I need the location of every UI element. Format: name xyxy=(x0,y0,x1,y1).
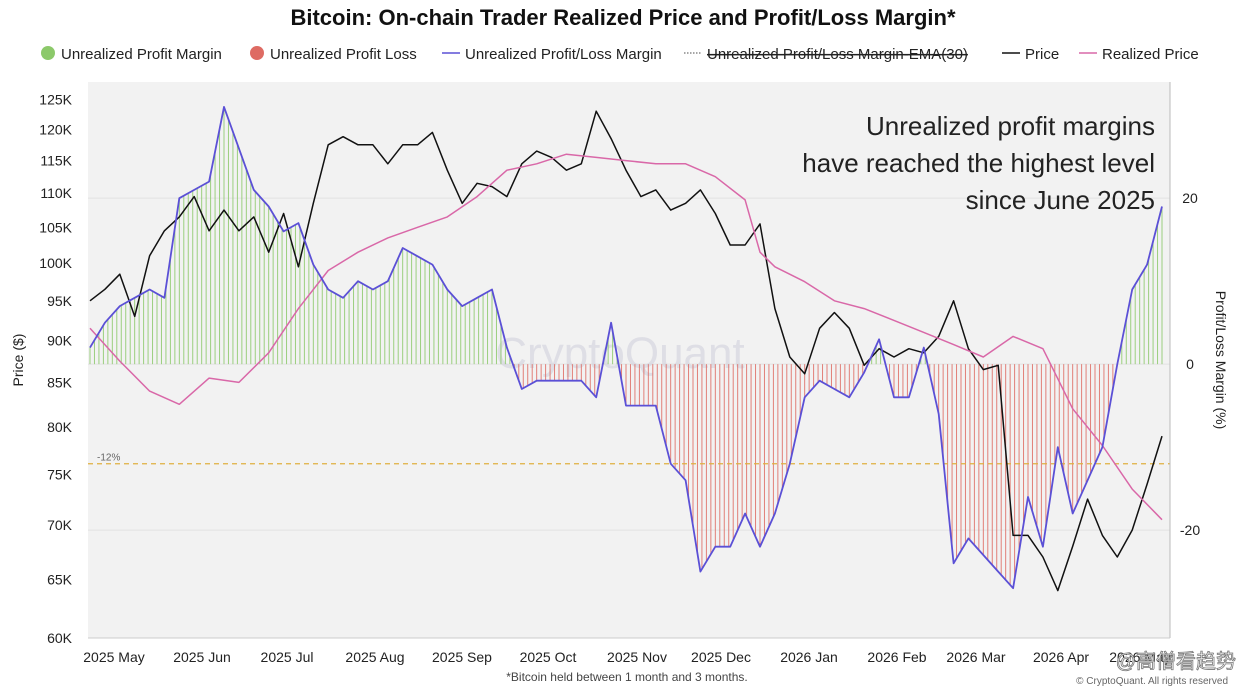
annotation-line: have reached the highest level xyxy=(802,148,1155,178)
legend-label: Realized Price xyxy=(1102,46,1199,63)
annotation: Unrealized profit margins have reached th… xyxy=(802,111,1155,215)
legend-label: Unrealized Profit Loss xyxy=(270,46,417,63)
y-left-tick: 85K xyxy=(47,374,73,390)
x-tick-label: 2025 Oct xyxy=(520,649,577,665)
y-left-tick: 125K xyxy=(39,91,72,107)
y-left-tick: 70K xyxy=(47,517,73,533)
legend-label: Unrealized Profit Margin xyxy=(61,46,222,63)
x-tick-label: 2025 Dec xyxy=(691,649,751,665)
series-line-2 xyxy=(89,106,1163,590)
y-left-tick: 95K xyxy=(47,293,73,309)
y-axis-right-label: Profit/Loss Margin (%) xyxy=(1213,291,1229,429)
y-left-tick: 65K xyxy=(47,571,73,587)
x-tick-label: 2025 Jul xyxy=(261,649,314,665)
x-tick-label: 2025 Sep xyxy=(432,649,492,665)
x-tick-label: 2026 Jan xyxy=(780,649,838,665)
x-tick-label: 2025 May xyxy=(83,649,144,665)
y-left-tick: 60K xyxy=(47,630,73,646)
x-tick-label: 2025 Nov xyxy=(607,649,667,665)
legend: Unrealized Profit Margin Unrealized Profi… xyxy=(41,46,1199,63)
y-left-tick: 90K xyxy=(47,332,73,348)
y-axis-left: 60K 65K 70K 75K 80K 85K 90K 95K 100K 105K 110K 115K… xyxy=(39,91,72,646)
x-tick-label: 2026 May xyxy=(1109,649,1170,665)
legend-label: Unrealized Profit/Loss Margin xyxy=(465,46,662,63)
y-axis-left-label: Price ($) xyxy=(10,334,26,387)
series-lines xyxy=(89,106,1163,592)
overlay-text: @高僧看趋势 xyxy=(1116,650,1236,673)
x-tick-label: 2026 Apr xyxy=(1033,649,1089,665)
footnote: *Bitcoin held between 1 month and 3 mont… xyxy=(506,670,748,684)
x-tick-label: 2025 Jun xyxy=(173,649,231,665)
y-left-tick: 120K xyxy=(39,121,72,137)
legend-dot xyxy=(41,46,55,60)
y-left-tick: 75K xyxy=(47,466,73,482)
series-line-0 xyxy=(89,110,1163,592)
y-right-tick: 20 xyxy=(1182,190,1198,206)
x-tick-label: 2026 Feb xyxy=(867,649,926,665)
legend-dot xyxy=(250,46,264,60)
x-axis: 2025 May 2025 Jun 2025 Jul 2025 Aug 2025 Sep… xyxy=(83,637,1171,665)
y-left-tick: 105K xyxy=(39,219,72,235)
annotation-line: since June 2025 xyxy=(966,185,1155,215)
annotation-line: Unrealized profit margins xyxy=(866,111,1155,141)
y-left-tick: 115K xyxy=(40,153,72,169)
y-left-tick: 100K xyxy=(39,255,72,271)
legend-label: Unrealized Profit/Loss Margin-EMA(30) xyxy=(707,46,968,63)
y-axis-right: -20 0 20 xyxy=(1169,82,1200,638)
series-line-1 xyxy=(89,153,1163,521)
reference-line: -12% xyxy=(88,453,1170,465)
x-tick-label: 2026 Mar xyxy=(946,649,1005,665)
y-right-tick: -20 xyxy=(1180,522,1200,538)
reference-line-label: -12% xyxy=(97,453,120,464)
y-left-tick: 110K xyxy=(40,185,72,201)
x-tick-label: 2025 Aug xyxy=(345,649,404,665)
chart-title: Bitcoin: On-chain Trader Realized Price … xyxy=(290,5,955,30)
credit: © CryptoQuant. All rights reserved xyxy=(1076,676,1228,687)
y-right-tick: 0 xyxy=(1186,356,1194,372)
y-left-tick: 80K xyxy=(47,419,73,435)
legend-label: Price xyxy=(1025,46,1059,63)
